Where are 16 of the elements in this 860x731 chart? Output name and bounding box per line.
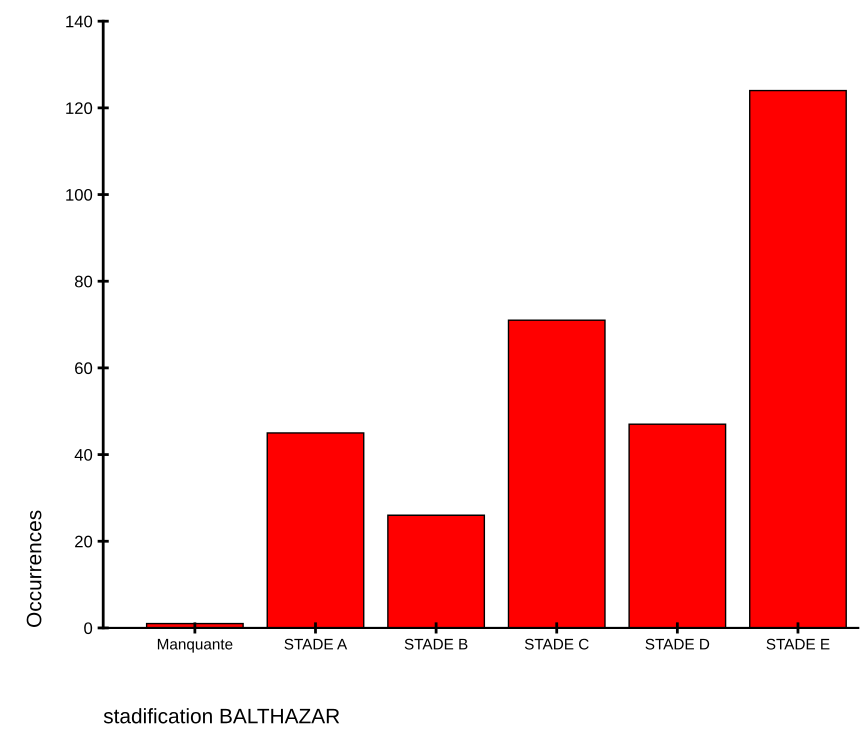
x-tick-label: STADE E: [766, 638, 830, 650]
y-tick-label: 60: [75, 362, 92, 374]
x-tick-label: STADE D: [646, 638, 710, 650]
x-tick-label: STADE A: [284, 638, 348, 650]
y-tick-label: 80: [74, 276, 92, 288]
x-axis-title: stadification BALTHAZAR: [104, 708, 340, 724]
y-tick-label: 40: [74, 448, 92, 461]
x-tick-label: STADE C: [524, 638, 589, 650]
x-tick-label: Manquante: [158, 638, 232, 653]
y-tick-label: 0: [84, 622, 92, 634]
x-tick-label: STADE B: [404, 638, 468, 650]
y-tick-label: 20: [75, 536, 92, 548]
y-axis-title: Occurrences: [26, 510, 42, 627]
y-tick-label: 140: [66, 16, 92, 28]
y-tick-label: 120: [66, 102, 92, 114]
y-tick-label: 100: [66, 188, 92, 201]
